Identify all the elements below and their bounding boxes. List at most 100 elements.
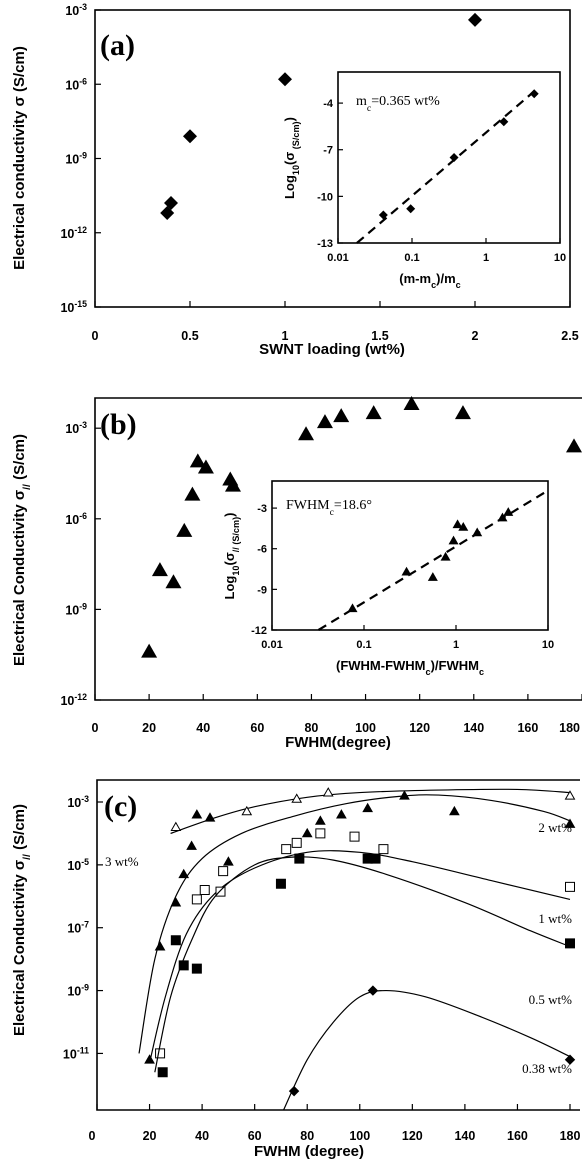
y-tick-label: 10-7 bbox=[67, 920, 89, 936]
inset-data-point bbox=[449, 153, 459, 162]
x-tick-label: 1.5 bbox=[371, 329, 388, 343]
data-point bbox=[164, 196, 178, 211]
data-point bbox=[197, 459, 214, 474]
x-tick-label: 0.5 bbox=[181, 329, 198, 343]
inset-y-tick-label: -4 bbox=[323, 98, 334, 110]
data-point bbox=[170, 935, 181, 946]
data-point bbox=[291, 837, 302, 848]
inset-y-tick-label: -13 bbox=[317, 238, 333, 250]
data-point bbox=[367, 985, 379, 996]
data-point bbox=[322, 787, 334, 797]
data-point bbox=[564, 818, 576, 828]
data-point bbox=[315, 828, 326, 839]
data-point bbox=[184, 486, 201, 501]
x-tick-label: 0 bbox=[92, 329, 99, 343]
x-tick-label: 120 bbox=[409, 721, 430, 735]
series-curve bbox=[138, 794, 571, 1054]
inset-annotation: mc=0.365 wt% bbox=[356, 94, 440, 114]
panel-label: (a) bbox=[100, 29, 135, 62]
panel-a: 0 0.5 1 1.5 2 2.5 10-15 10-12 10-9 10-6 10-3 SWNT l… bbox=[11, 2, 579, 358]
data-point bbox=[564, 790, 576, 800]
data-point bbox=[291, 793, 303, 803]
data-point bbox=[399, 790, 410, 800]
x-tick-label: 40 bbox=[195, 1129, 209, 1143]
data-point bbox=[275, 878, 286, 889]
y-tick-label: 10-9 bbox=[67, 983, 89, 999]
inset-x-tick-label: 0.01 bbox=[327, 252, 348, 264]
panel-c: 0 20 40 60 80 100 120 140 160 180 10-11 10-9 10-7 10-… bbox=[11, 779, 580, 1159]
series-label: 1 wt% bbox=[538, 911, 572, 926]
inset-data-point bbox=[406, 204, 416, 214]
inset-frame bbox=[271, 480, 549, 631]
inset-annotation: FWHMc=18.6° bbox=[286, 498, 372, 518]
data-point bbox=[349, 831, 360, 842]
inset-x-tick-label: 1 bbox=[483, 252, 489, 264]
data-point bbox=[157, 1067, 168, 1078]
x-tick-label: 60 bbox=[248, 1129, 262, 1143]
series-label: 2 wt% bbox=[538, 820, 572, 835]
data-point bbox=[336, 809, 347, 819]
y-tick-label: 10-15 bbox=[60, 299, 87, 315]
data-point bbox=[199, 885, 210, 895]
y-tick-label: 10-3 bbox=[65, 420, 87, 436]
inset-x-tick-label: 0.1 bbox=[404, 252, 419, 264]
data-point bbox=[191, 894, 202, 905]
data-point bbox=[314, 815, 326, 825]
plot-frame bbox=[96, 779, 580, 1111]
inset-data-point bbox=[472, 527, 483, 537]
series-label: 3 wt% bbox=[105, 854, 139, 869]
data-point bbox=[301, 827, 313, 838]
data-point bbox=[449, 805, 460, 816]
series bbox=[283, 985, 576, 1110]
data-point bbox=[278, 72, 292, 87]
data-point bbox=[370, 853, 381, 864]
inset-x-tick-label: 0.1 bbox=[356, 639, 371, 651]
x-tick-label: 1 bbox=[282, 329, 289, 343]
inset-x-tick-label: 0.01 bbox=[261, 639, 282, 651]
inset-y-tick-label: -9 bbox=[257, 584, 267, 596]
y-tick-label: 10-3 bbox=[65, 2, 87, 18]
inset-y-tick-label: -10 bbox=[317, 191, 333, 203]
data-point bbox=[365, 405, 382, 420]
series-label: 0.38 wt% bbox=[522, 1061, 572, 1076]
x-tick-label: 2.5 bbox=[561, 329, 578, 343]
data-point bbox=[178, 868, 190, 879]
data-point bbox=[183, 129, 197, 144]
x-axis-label: SWNT loading (wt%) bbox=[259, 341, 405, 358]
data-point bbox=[565, 881, 575, 892]
inset-y-tick-label: -3 bbox=[257, 503, 267, 515]
data-point bbox=[170, 897, 182, 907]
x-axis-label: FWHM (degree) bbox=[254, 1143, 364, 1159]
series bbox=[138, 790, 576, 1064]
data-point bbox=[403, 396, 420, 411]
data-point bbox=[565, 938, 575, 949]
plot-frame bbox=[94, 397, 582, 701]
x-tick-label: 20 bbox=[143, 1129, 157, 1143]
inset-data-point bbox=[448, 535, 459, 545]
inset-data-point bbox=[427, 572, 438, 581]
data-point bbox=[176, 522, 193, 537]
data-point bbox=[151, 562, 168, 577]
inset-frame bbox=[337, 71, 561, 244]
inset-data-point bbox=[401, 566, 412, 576]
inset-data-point bbox=[378, 210, 388, 220]
x-tick-label: 80 bbox=[300, 1129, 314, 1143]
series bbox=[154, 853, 575, 1078]
y-axis-label: Electrical Conductivity σ// (S/cm) bbox=[11, 804, 33, 1036]
inset-data-point bbox=[497, 512, 508, 522]
data-point bbox=[294, 853, 305, 864]
data-point bbox=[189, 453, 206, 468]
series-curve bbox=[148, 850, 571, 1063]
data-point bbox=[333, 408, 350, 423]
inset-y-tick-label: -7 bbox=[323, 145, 333, 157]
series bbox=[148, 828, 575, 1063]
x-tick-label: 160 bbox=[517, 721, 538, 735]
y-tick-label: 10-9 bbox=[65, 601, 87, 617]
data-point bbox=[141, 643, 158, 658]
data-point bbox=[316, 414, 333, 429]
data-point bbox=[564, 1054, 576, 1065]
data-point bbox=[566, 438, 582, 453]
x-tick-label: 120 bbox=[402, 1129, 423, 1143]
inset-x-tick-label: 10 bbox=[542, 639, 554, 651]
